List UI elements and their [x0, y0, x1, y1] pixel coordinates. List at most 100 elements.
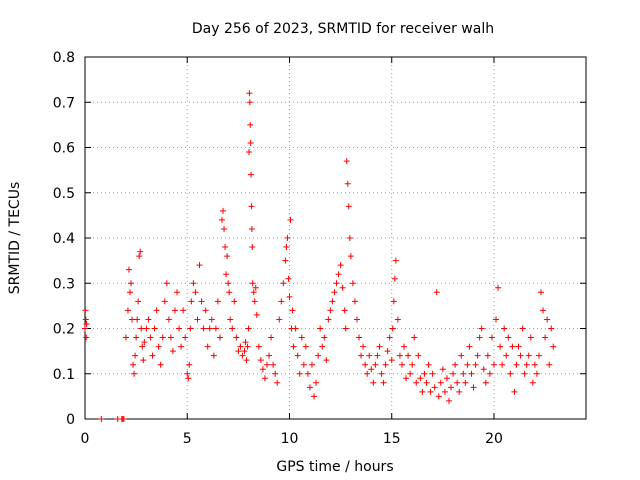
data-point [505, 334, 512, 341]
data-point [280, 280, 287, 287]
data-point [401, 343, 408, 350]
data-point [82, 316, 89, 323]
data-point [374, 352, 381, 359]
data-point [403, 375, 410, 382]
data-point [224, 253, 231, 260]
data-point [126, 289, 133, 296]
data-point [219, 216, 226, 223]
data-point [246, 90, 253, 97]
data-point [163, 280, 170, 287]
data-point [221, 225, 228, 232]
y-tick-label: 0.3 [53, 276, 75, 292]
tick-label-layer: 0 0.1 0.2 0.3 0.4 0.5 0.6 0.7 0.8 0 5 10 15 20 [53, 50, 503, 447]
data-point [274, 379, 281, 386]
data-point [380, 379, 387, 386]
data-point [484, 352, 491, 359]
data-point [174, 289, 181, 296]
data-point [251, 298, 258, 305]
data-point [129, 316, 136, 323]
data-point [327, 307, 334, 314]
data-point [472, 361, 479, 368]
data-point [147, 334, 154, 341]
data-point [511, 388, 518, 395]
data-point [370, 379, 377, 386]
data-point [488, 334, 495, 341]
y-tick-label: 0.8 [53, 50, 75, 66]
data-point [429, 370, 436, 377]
data-point [321, 334, 328, 341]
data-point [497, 343, 504, 350]
data-point [253, 311, 260, 318]
data-point [540, 307, 547, 314]
data-point [249, 244, 256, 251]
x-axis-label: GPS time / hours [276, 459, 393, 475]
data-point [368, 366, 375, 373]
data-point [83, 320, 90, 327]
data-point [329, 298, 336, 305]
data-point [282, 257, 289, 264]
data-point [141, 339, 148, 346]
data-points [82, 90, 557, 422]
data-point [247, 121, 254, 128]
data-point [358, 352, 365, 359]
y-tick-label: 0.5 [53, 186, 75, 202]
data-point [270, 361, 277, 368]
data-point [83, 334, 90, 341]
data-point [229, 325, 236, 332]
data-point [523, 361, 530, 368]
data-point [360, 343, 367, 350]
data-point [533, 370, 540, 377]
data-point [344, 180, 351, 187]
data-point [448, 384, 455, 391]
data-point [311, 393, 318, 400]
data-point [136, 253, 143, 260]
data-point [286, 293, 293, 300]
data-point [241, 348, 248, 355]
data-point [165, 316, 172, 323]
data-point [248, 225, 255, 232]
data-point [302, 343, 309, 350]
data-point [98, 416, 105, 422]
data-point [490, 361, 497, 368]
data-point [421, 370, 428, 377]
data-point [346, 235, 353, 241]
data-point [433, 289, 440, 296]
data-point [180, 307, 187, 314]
data-point [362, 361, 369, 368]
data-point [343, 158, 350, 165]
data-point [460, 370, 467, 377]
data-point [128, 280, 135, 287]
data-point [216, 334, 223, 341]
data-point [521, 370, 528, 377]
data-point [284, 235, 291, 241]
data-point [159, 334, 166, 341]
data-point [413, 379, 420, 386]
data-point [272, 370, 279, 377]
data-point [122, 334, 129, 341]
data-point [468, 370, 475, 377]
data-point [252, 284, 259, 291]
data-point [353, 316, 360, 323]
data-point [388, 357, 395, 364]
data-point [192, 289, 199, 296]
y-tick-label: 0.4 [53, 231, 75, 247]
data-point [389, 325, 396, 332]
data-point [243, 357, 250, 364]
data-point [443, 375, 450, 382]
data-point [425, 361, 432, 368]
data-point [220, 207, 227, 214]
data-point [248, 203, 255, 210]
data-point [208, 316, 215, 323]
data-point [239, 352, 246, 359]
data-point [495, 284, 502, 291]
data-point [167, 334, 174, 341]
data-point [527, 334, 534, 341]
data-point [204, 343, 211, 350]
data-point [198, 298, 205, 305]
data-point [137, 248, 144, 255]
tick-layer [84, 56, 586, 420]
data-point [124, 307, 131, 314]
data-point [347, 253, 354, 260]
data-point [222, 244, 229, 251]
data-point [185, 375, 192, 382]
